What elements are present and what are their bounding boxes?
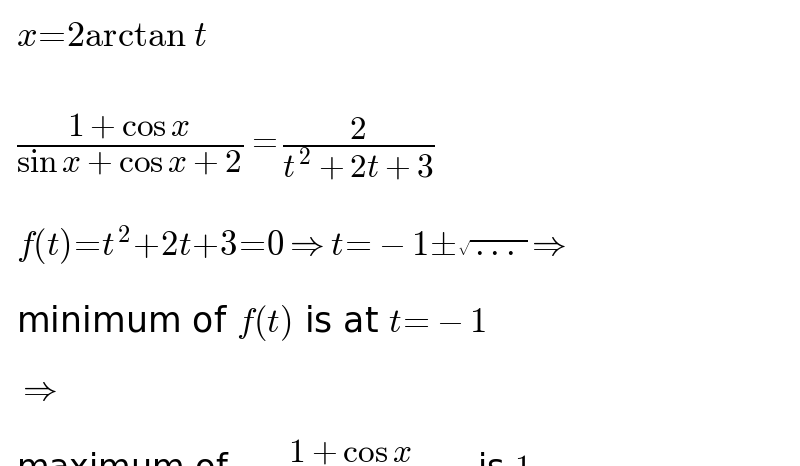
Text: $f(t)\!=\!t^2\!+\!2t\!+\!3\!=\!0\Rightarrow t\!=\!-1\!\pm\!\sqrt{...}\Rightarrow: $f(t)\!=\!t^2\!+\!2t\!+\!3\!=\!0\Rightar… xyxy=(16,224,566,267)
Text: $\Rightarrow$: $\Rightarrow$ xyxy=(16,373,57,407)
Text: minimum of $f(t)$ is at $t\!=\!-1$: minimum of $f(t)$ is at $t\!=\!-1$ xyxy=(16,303,486,343)
Text: maximum of $\dfrac{1+\cos x}{\sin x+\cos x+2}$ is $1$: maximum of $\dfrac{1+\cos x}{\sin x+\cos… xyxy=(16,438,531,466)
Text: $x\!=\!2\mathrm{arctan}\;t$: $x\!=\!2\mathrm{arctan}\;t$ xyxy=(16,19,208,53)
Text: $\dfrac{1+\cos x}{\sin x+\cos x+2}=\dfrac{2}{t^2+2t+3}$: $\dfrac{1+\cos x}{\sin x+\cos x+2}=\dfra… xyxy=(16,112,435,182)
